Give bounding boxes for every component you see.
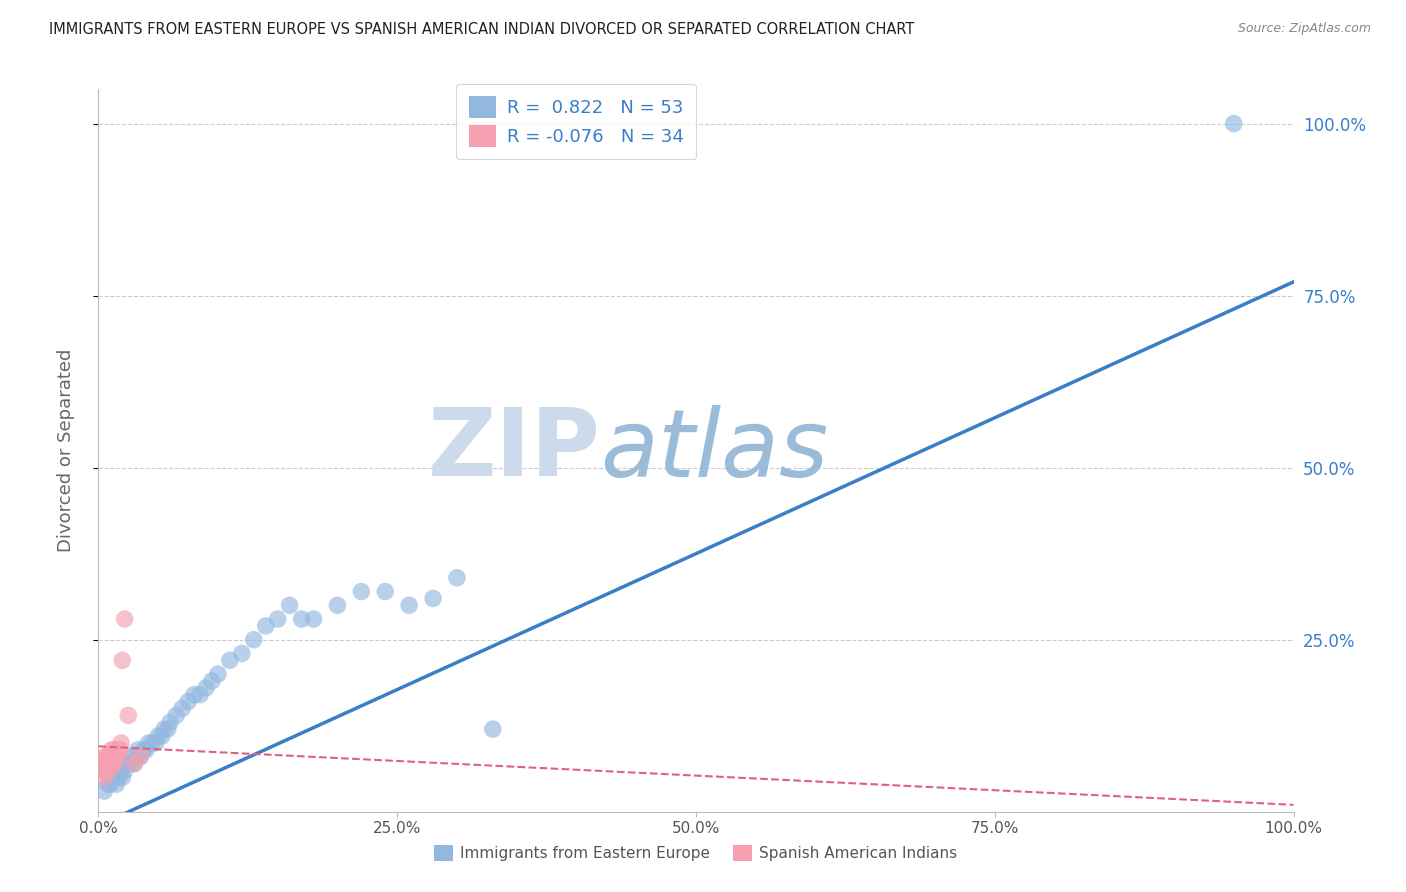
Point xyxy=(98,749,121,764)
Point xyxy=(91,764,114,778)
Point xyxy=(374,584,396,599)
Text: IMMIGRANTS FROM EASTERN EUROPE VS SPANISH AMERICAN INDIAN DIVORCED OR SEPARATED : IMMIGRANTS FROM EASTERN EUROPE VS SPANIS… xyxy=(49,22,914,37)
FancyBboxPatch shape xyxy=(0,606,457,892)
Point xyxy=(121,749,143,764)
Point xyxy=(111,770,134,784)
Point xyxy=(97,777,120,791)
Point xyxy=(302,612,325,626)
Point xyxy=(103,756,125,771)
Point xyxy=(94,764,117,778)
Point xyxy=(93,784,115,798)
Point xyxy=(291,612,314,626)
Point xyxy=(93,770,115,784)
Y-axis label: Divorced or Separated: Divorced or Separated xyxy=(56,349,75,552)
Point xyxy=(120,756,142,771)
Legend: R =  0.822   N = 53, R = -0.076   N = 34: R = 0.822 N = 53, R = -0.076 N = 34 xyxy=(457,84,696,160)
Point xyxy=(145,736,167,750)
Point xyxy=(201,673,224,688)
Point xyxy=(117,756,139,771)
Point xyxy=(105,777,128,791)
Point xyxy=(156,722,179,736)
Point xyxy=(107,749,129,764)
Point xyxy=(153,722,176,736)
Point xyxy=(159,715,181,730)
Point xyxy=(110,736,132,750)
Point xyxy=(132,743,155,757)
Point xyxy=(148,729,170,743)
Point xyxy=(150,729,173,743)
Point xyxy=(105,764,128,778)
Point xyxy=(96,749,118,764)
Point xyxy=(398,599,420,613)
Point xyxy=(96,764,118,778)
Point xyxy=(111,653,134,667)
Text: Source: ZipAtlas.com: Source: ZipAtlas.com xyxy=(1237,22,1371,36)
Point xyxy=(125,749,148,764)
Point xyxy=(172,701,194,715)
Point xyxy=(195,681,218,695)
Point xyxy=(481,722,505,736)
Point xyxy=(97,756,120,771)
Point xyxy=(141,736,163,750)
Point xyxy=(219,653,242,667)
Point xyxy=(98,777,122,791)
Point xyxy=(188,688,211,702)
Point xyxy=(129,749,152,764)
Text: ZIP: ZIP xyxy=(427,404,600,497)
Point xyxy=(1223,117,1246,131)
Point xyxy=(117,708,139,723)
Point xyxy=(127,743,149,757)
Point xyxy=(90,764,112,778)
Point xyxy=(101,756,124,771)
Point xyxy=(183,688,205,702)
Point xyxy=(138,736,160,750)
Point xyxy=(278,599,301,613)
Point xyxy=(243,632,266,647)
Point xyxy=(446,571,468,585)
Point xyxy=(98,764,121,778)
Point xyxy=(101,749,124,764)
Point xyxy=(207,667,229,681)
Point xyxy=(101,770,124,784)
Point xyxy=(108,764,131,778)
Point xyxy=(93,749,115,764)
Point xyxy=(177,695,200,709)
Text: atlas: atlas xyxy=(600,405,828,496)
Point xyxy=(267,612,290,626)
Point xyxy=(231,647,253,661)
Point xyxy=(91,756,114,771)
Point xyxy=(100,743,122,757)
Point xyxy=(104,749,127,764)
Point xyxy=(254,619,277,633)
Point xyxy=(107,743,129,757)
Point xyxy=(98,749,122,764)
Point xyxy=(124,756,146,771)
Point xyxy=(135,743,157,757)
Point xyxy=(96,756,118,771)
Point xyxy=(105,749,128,764)
Point xyxy=(98,756,122,771)
Point xyxy=(110,764,132,778)
Point xyxy=(422,591,444,606)
Point xyxy=(165,708,187,723)
Point xyxy=(350,584,373,599)
Point xyxy=(100,756,122,771)
Point xyxy=(115,756,138,771)
Point xyxy=(129,749,152,764)
Point xyxy=(108,743,131,757)
Point xyxy=(91,756,114,771)
Point xyxy=(107,770,129,784)
Point xyxy=(326,599,349,613)
Point xyxy=(97,749,120,764)
Point xyxy=(103,743,125,757)
Point xyxy=(94,756,117,771)
Point xyxy=(114,764,136,778)
Point xyxy=(114,612,136,626)
Point xyxy=(124,756,146,771)
